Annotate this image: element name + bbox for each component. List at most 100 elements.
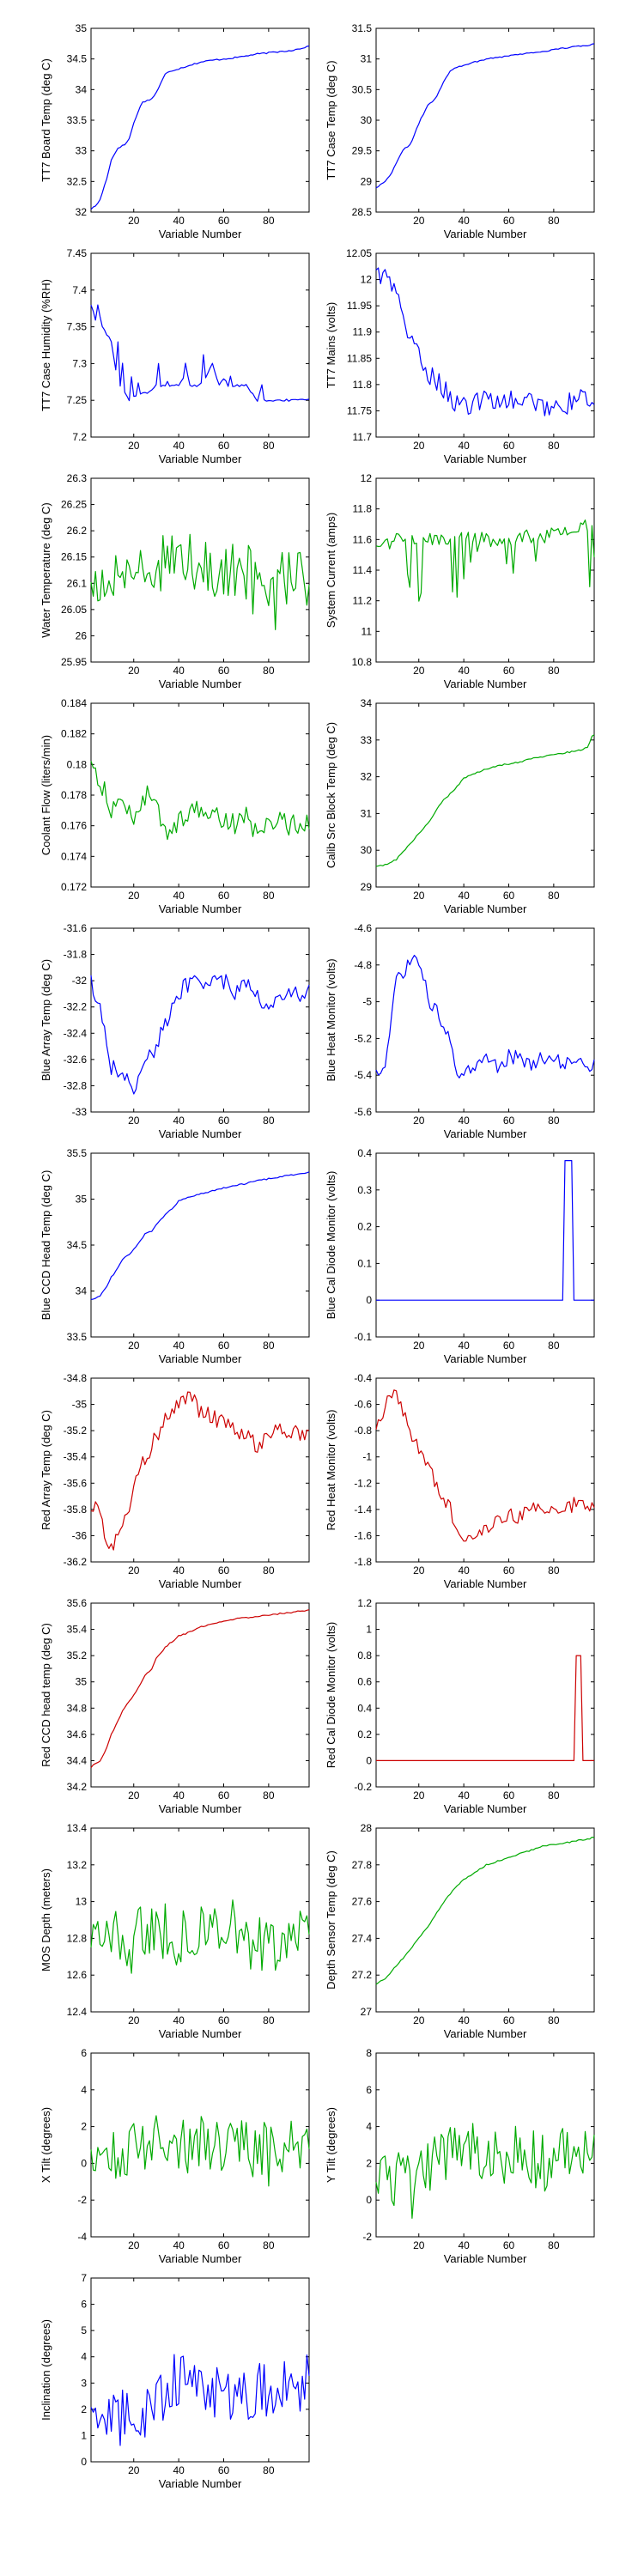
- series-line: [376, 1159, 594, 1301]
- y-tick-label: -0.8: [354, 1425, 372, 1437]
- y-tick-label: 26.1: [67, 577, 88, 589]
- axes-box: [90, 702, 310, 888]
- y-tick-label: -35.6: [64, 1477, 88, 1489]
- y-tick-label: 0.182: [61, 728, 87, 740]
- axes-box: [375, 1602, 595, 1788]
- axes-box: [375, 2052, 595, 2238]
- y-axis-label: Depth Sensor Temp (deg C): [325, 1850, 337, 1990]
- x-axis-label: Variable Number: [159, 1127, 242, 1140]
- axes-box: [90, 252, 310, 438]
- series-line: [90, 2115, 310, 2187]
- y-axis-label: Coolant Flow (liters/min): [39, 735, 52, 855]
- y-tick-label: 34.8: [67, 1702, 88, 1714]
- series-line: [375, 1389, 595, 1542]
- x-tick-label: 80: [548, 890, 560, 902]
- axes-box: [90, 1602, 310, 1788]
- y-tick-label: 5: [81, 2324, 87, 2336]
- y-tick-label: -31.8: [64, 949, 88, 961]
- y-tick-label: 33.5: [67, 1331, 88, 1343]
- x-tick-label: 20: [413, 890, 425, 902]
- y-tick-label: 11.95: [347, 300, 372, 312]
- x-tick-label: 60: [218, 2014, 230, 2026]
- y-tick-label: 8: [366, 2047, 372, 2059]
- x-tick-label: 20: [413, 1564, 425, 1577]
- x-tick-label: 20: [413, 1789, 425, 1801]
- x-tick-label: 20: [413, 2239, 425, 2251]
- subplot-19: 20 40 60 80 -4 -2 0 2 4 6 Variable Number X Tilt (d…: [39, 2047, 310, 2265]
- axes-box: [375, 477, 595, 663]
- subplot-18: 20 40 60 80 27 27.2 27.4 27.6 27.8 28 Variable Num…: [325, 1822, 595, 2040]
- x-axis-label: Variable Number: [444, 2252, 527, 2265]
- subplot-21: 20 40 60 80 0 1 2 3 4 5 6 7 Variable Number Inclinati…: [39, 2272, 310, 2490]
- y-tick-label: 2: [81, 2403, 87, 2415]
- y-tick-label: 35.6: [67, 1597, 88, 1609]
- y-tick-label: 32.5: [67, 175, 88, 187]
- y-tick-label: 31.5: [352, 22, 373, 34]
- y-tick-label: -1.2: [354, 1477, 372, 1489]
- x-tick-label: 60: [503, 215, 515, 227]
- x-tick-label: 40: [458, 1340, 470, 1352]
- subplot-12: 20 40 60 80 -0.1 0 0.1 0.2 0.3 0.4 Variable Number…: [325, 1147, 595, 1365]
- subplot-7: 20 40 60 80 0.172 0.174 0.176 0.178 0.18 0.182 0.1…: [39, 697, 310, 915]
- x-tick-label: 40: [173, 215, 185, 227]
- y-tick-label: -5.2: [354, 1032, 372, 1044]
- subplot-3: 20 40 60 80 7.2 7.25 7.3 7.35 7.4 7.45 Variable Nu…: [39, 247, 310, 465]
- subplot-20: 20 40 60 80 -2 0 2 4 6 8 Variable Number Y Tilt (de…: [325, 2047, 595, 2265]
- x-tick-label: 80: [263, 215, 275, 227]
- y-tick-label: 0.1: [357, 1257, 372, 1269]
- y-tick-label: 28.5: [352, 206, 373, 218]
- y-tick-label: 0.172: [61, 881, 87, 893]
- subplot-4: 20 40 60 80 11.7 11.75 11.8 11.85 11.9 11.95 12 12.…: [325, 247, 595, 465]
- x-tick-label: 40: [173, 2014, 185, 2026]
- x-tick-label: 60: [218, 1340, 230, 1352]
- series-line: [376, 1655, 594, 1761]
- y-tick-label: -0.1: [354, 1331, 372, 1343]
- x-tick-label: 80: [548, 1564, 560, 1577]
- series-line: [90, 533, 310, 631]
- axes-box: [90, 27, 310, 213]
- y-tick-label: 34.2: [67, 1781, 88, 1793]
- axes-box: [90, 927, 310, 1113]
- y-tick-label: 1: [81, 2429, 87, 2441]
- y-tick-label: 11.85: [347, 352, 372, 364]
- x-tick-label: 20: [413, 2014, 425, 2026]
- x-tick-label: 60: [503, 1115, 515, 1127]
- series-line: [375, 954, 595, 1078]
- y-axis-label: Blue Heat Monitor (volts): [325, 958, 337, 1081]
- y-tick-label: 0.174: [61, 850, 87, 862]
- y-tick-label: -1.6: [354, 1529, 372, 1541]
- y-tick-label: 11.8: [353, 503, 373, 515]
- y-tick-label: 35.2: [67, 1649, 88, 1662]
- x-tick-label: 60: [218, 1789, 230, 1801]
- y-tick-label: 12: [361, 274, 373, 286]
- y-tick-label: 11: [361, 625, 373, 637]
- x-tick-label: 60: [503, 2014, 515, 2026]
- x-tick-label: 80: [263, 1789, 275, 1801]
- y-axis-label: Red CCD head temp (deg C): [39, 1623, 52, 1767]
- x-tick-label: 80: [263, 665, 275, 677]
- y-tick-label: 34.5: [67, 53, 88, 65]
- y-tick-label: 30: [361, 844, 373, 856]
- subplot-6: 20 40 60 80 10.8 11 11.2 11.4 11.6 11.8 12 Variable…: [325, 472, 595, 690]
- series-line: [90, 2354, 310, 2446]
- y-tick-label: -32.6: [64, 1054, 88, 1066]
- x-tick-label: 80: [548, 665, 560, 677]
- x-tick-label: 80: [263, 890, 275, 902]
- y-tick-label: -35: [72, 1399, 88, 1411]
- x-axis-label: Variable Number: [444, 1577, 527, 1590]
- x-axis-label: Variable Number: [444, 1802, 527, 1815]
- x-tick-label: 40: [173, 2464, 185, 2476]
- y-tick-label: 13.2: [67, 1859, 88, 1871]
- y-tick-label: 0: [366, 1754, 372, 1766]
- x-axis-label: Variable Number: [159, 453, 242, 465]
- y-tick-label: -32: [72, 975, 88, 987]
- y-axis-label: Blue CCD Head Temp (deg C): [39, 1170, 52, 1321]
- series-line: [375, 43, 595, 189]
- x-tick-label: 40: [173, 440, 185, 452]
- x-axis-label: Variable Number: [159, 677, 242, 690]
- y-tick-label: -5.4: [354, 1069, 372, 1081]
- y-tick-label: 2: [366, 2157, 372, 2169]
- y-tick-label: 2: [81, 2121, 87, 2133]
- y-axis-label: TT7 Mains (volts): [325, 302, 337, 388]
